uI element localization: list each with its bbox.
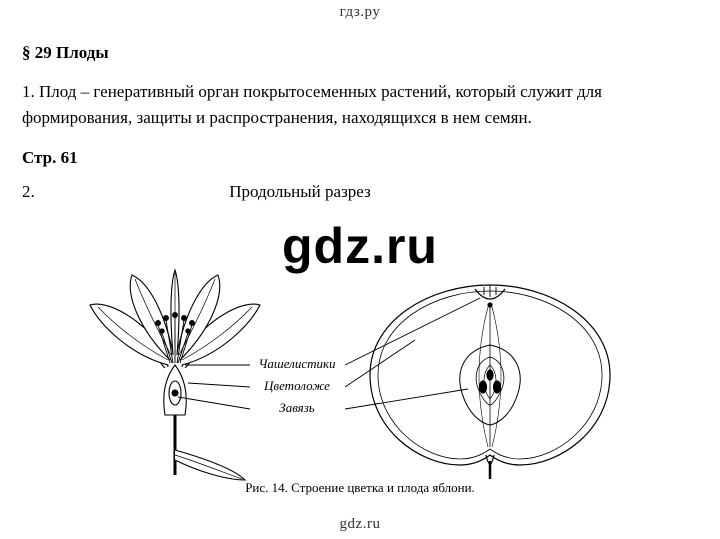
label-ovary: Завязь: [279, 400, 315, 415]
site-footer: gdz.ru: [0, 516, 720, 533]
section-title: § 29 Плоды: [22, 43, 698, 63]
label-sepal: Чашелистики: [258, 356, 336, 371]
label-receptacle: Цветоложе: [263, 378, 330, 393]
figure-caption: Рис. 14. Строение цветка и плода яблони.: [0, 480, 720, 496]
definition-text: 1. Плод – генеративный орган покрытосеме…: [22, 79, 698, 132]
figure-diagram: Чашелистики Цветоложе Завязь: [70, 265, 630, 495]
subsection-title: Продольный разрез: [52, 182, 698, 202]
site-header: гдз.ру: [22, 0, 698, 21]
item-number: 2.: [22, 182, 52, 202]
page-reference: Стр. 61: [22, 148, 698, 168]
